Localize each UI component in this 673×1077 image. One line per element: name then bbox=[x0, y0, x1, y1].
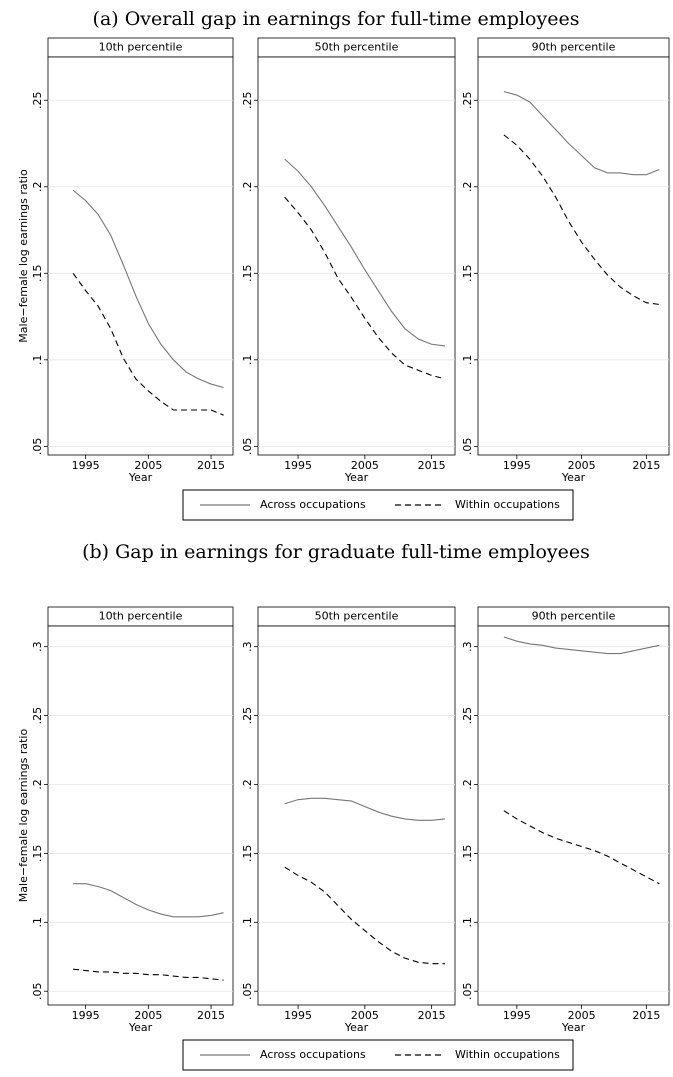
y-tick-label: .3 bbox=[31, 641, 44, 652]
x-tick-label: 1995 bbox=[284, 1009, 312, 1022]
panel-title: 50th percentile bbox=[315, 41, 399, 54]
x-tick-label: 1995 bbox=[284, 459, 312, 472]
x-tick-label: 2005 bbox=[134, 459, 162, 472]
x-tick-label: 1995 bbox=[503, 1009, 531, 1022]
plot-area bbox=[477, 625, 670, 1006]
y-tick-label: .1 bbox=[241, 355, 254, 366]
y-tick-label: .2 bbox=[461, 779, 474, 790]
y-tick-label: .3 bbox=[241, 641, 254, 652]
line-series bbox=[284, 866, 445, 965]
y-tick-label: .2 bbox=[31, 182, 44, 193]
plot-area bbox=[47, 625, 234, 1006]
y-tick-label: .25 bbox=[31, 707, 44, 725]
line-series bbox=[72, 189, 224, 389]
x-axis-label: Year bbox=[128, 471, 153, 484]
y-tick-label: .1 bbox=[241, 917, 254, 928]
y-tick-label: .1 bbox=[31, 355, 44, 366]
y-axis-label: Male−female log earnings ratio bbox=[17, 729, 30, 903]
plot-area bbox=[477, 56, 670, 456]
x-tick-label: 2015 bbox=[197, 459, 225, 472]
x-axis-label: Year bbox=[128, 1021, 153, 1034]
y-tick-label: .2 bbox=[461, 182, 474, 193]
y-tick-label: .15 bbox=[461, 845, 474, 863]
y-tick-label: .2 bbox=[241, 779, 254, 790]
x-tick-label: 2005 bbox=[351, 1009, 379, 1022]
line-series bbox=[503, 134, 660, 305]
panel-title: 90th percentile bbox=[532, 41, 616, 54]
x-tick-label: 2005 bbox=[134, 1009, 162, 1022]
section-title: (b) Gap in earnings for graduate full-ti… bbox=[82, 541, 590, 563]
panel-title: 50th percentile bbox=[315, 610, 399, 623]
x-tick-label: 2015 bbox=[418, 459, 446, 472]
plot-area bbox=[257, 625, 456, 1006]
panel-title: 10th percentile bbox=[99, 41, 183, 54]
panel-title: 90th percentile bbox=[532, 610, 616, 623]
line-series bbox=[72, 272, 224, 416]
y-tick-label: .1 bbox=[461, 917, 474, 928]
line-series bbox=[503, 91, 660, 176]
x-axis-label: Year bbox=[344, 1021, 369, 1034]
y-tick-label: .05 bbox=[461, 438, 474, 456]
y-tick-label: .15 bbox=[31, 265, 44, 283]
legend-label: Within occupations bbox=[455, 498, 560, 511]
x-axis-label: Year bbox=[561, 1021, 586, 1034]
y-tick-label: .3 bbox=[461, 641, 474, 652]
y-tick-label: .1 bbox=[31, 917, 44, 928]
y-tick-label: .05 bbox=[241, 438, 254, 456]
y-tick-label: .15 bbox=[461, 265, 474, 283]
y-tick-label: .2 bbox=[31, 779, 44, 790]
y-tick-label: .05 bbox=[241, 982, 254, 1000]
y-tick-label: .05 bbox=[31, 982, 44, 1000]
y-tick-label: .15 bbox=[31, 845, 44, 863]
x-tick-label: 2005 bbox=[568, 459, 596, 472]
y-tick-label: .15 bbox=[241, 845, 254, 863]
x-tick-label: 1995 bbox=[503, 459, 531, 472]
x-tick-label: 2015 bbox=[418, 1009, 446, 1022]
x-tick-label: 2015 bbox=[632, 1009, 660, 1022]
plot-area bbox=[47, 56, 234, 456]
line-series bbox=[503, 810, 660, 885]
x-tick-label: 2005 bbox=[568, 1009, 596, 1022]
panel-title: 10th percentile bbox=[99, 610, 183, 623]
legend-label: Across occupations bbox=[260, 498, 366, 511]
line-series bbox=[284, 196, 446, 380]
y-tick-label: .25 bbox=[241, 707, 254, 725]
y-tick-label: .25 bbox=[461, 92, 474, 110]
legend-label: Within occupations bbox=[455, 1048, 560, 1061]
y-tick-label: .2 bbox=[241, 182, 254, 193]
y-tick-label: .05 bbox=[31, 438, 44, 456]
y-tick-label: .25 bbox=[461, 707, 474, 725]
y-axis-label: Male−female log earnings ratio bbox=[17, 169, 30, 343]
y-tick-label: .1 bbox=[461, 355, 474, 366]
line-series bbox=[73, 883, 224, 918]
x-axis-label: Year bbox=[561, 471, 586, 484]
x-axis-label: Year bbox=[344, 471, 369, 484]
line-series bbox=[284, 797, 446, 821]
y-tick-label: .25 bbox=[241, 92, 254, 110]
x-tick-label: 2015 bbox=[197, 1009, 225, 1022]
line-series bbox=[73, 968, 224, 981]
line-series bbox=[503, 636, 660, 655]
x-tick-label: 2005 bbox=[351, 459, 379, 472]
y-tick-label: .15 bbox=[241, 265, 254, 283]
x-tick-label: 1995 bbox=[72, 1009, 100, 1022]
legend-label: Across occupations bbox=[260, 1048, 366, 1061]
line-series bbox=[284, 158, 446, 347]
x-tick-label: 1995 bbox=[72, 459, 100, 472]
x-tick-label: 2015 bbox=[632, 459, 660, 472]
y-tick-label: .05 bbox=[461, 982, 474, 1000]
section-title: (a) Overall gap in earnings for full-tim… bbox=[93, 8, 580, 30]
y-tick-label: .25 bbox=[31, 92, 44, 110]
